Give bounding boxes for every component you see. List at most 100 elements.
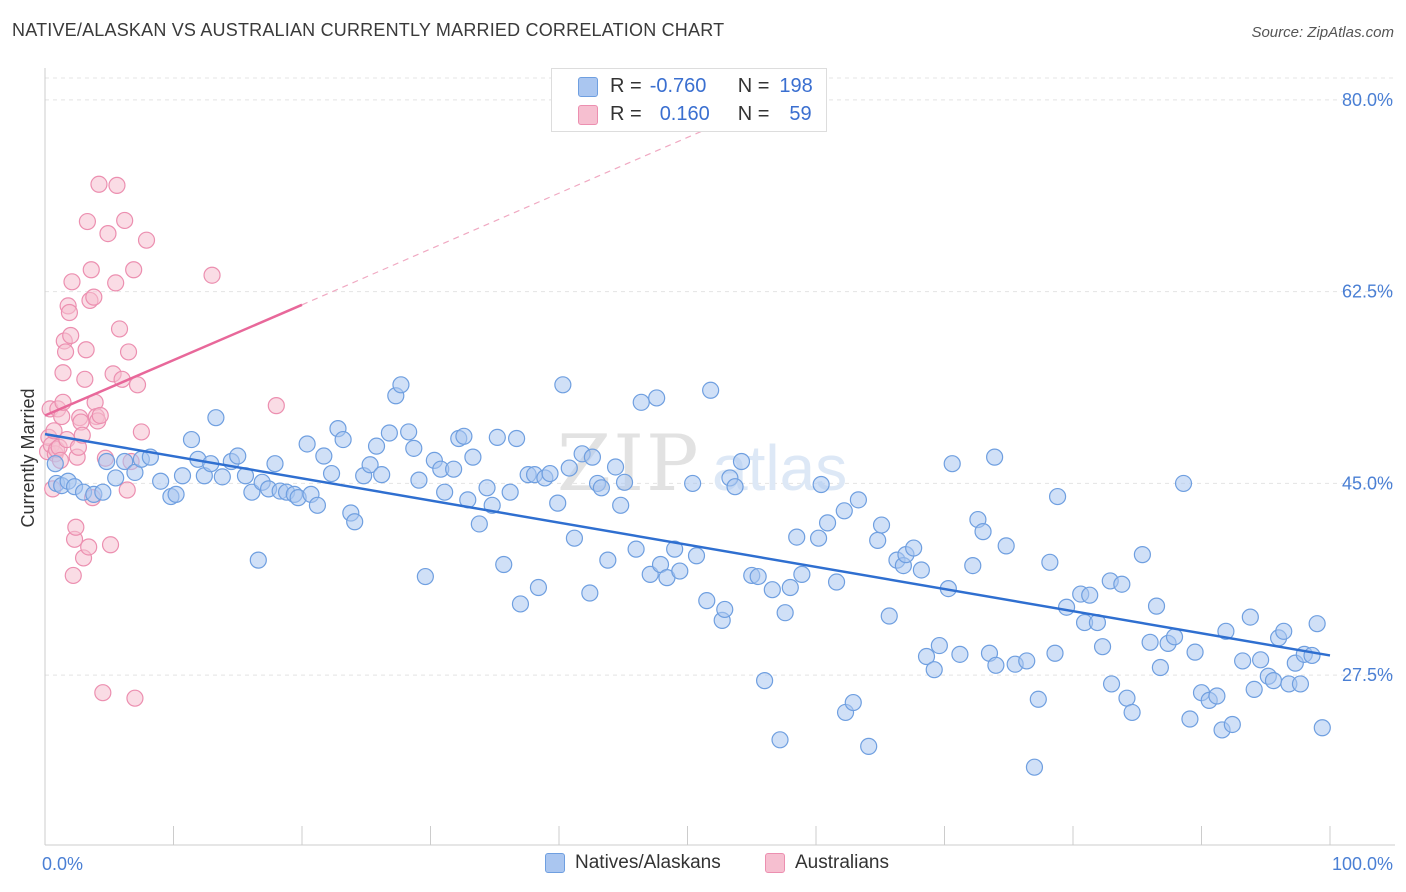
native-point <box>1165 628 1184 646</box>
native-point <box>986 448 1004 466</box>
native-point <box>1234 652 1252 670</box>
native-point <box>1133 546 1151 564</box>
native-point <box>835 502 853 520</box>
australian-point <box>107 274 125 292</box>
native-point <box>592 479 611 497</box>
watermark-zip: ZIP <box>557 419 701 509</box>
legend-row-australians: R = 0.160 N = 59 <box>578 103 812 126</box>
native-point <box>367 437 386 455</box>
legend-item-natives: Natives/Alaskans <box>545 852 721 874</box>
australian-point <box>76 370 94 388</box>
native-point <box>844 693 862 712</box>
y-axis-title: Currently Married <box>18 388 38 527</box>
native-point <box>599 551 617 569</box>
native-point <box>1041 553 1059 571</box>
legend-r-label: R = <box>610 103 642 125</box>
native-point <box>1081 586 1099 604</box>
australians-trend-extension <box>301 125 714 306</box>
native-point <box>455 427 473 445</box>
australians-trend-line <box>44 303 303 417</box>
native-point <box>732 452 751 471</box>
native-point <box>788 528 806 546</box>
x-tick-label: 100.0% <box>1332 854 1393 874</box>
native-point <box>1291 675 1310 693</box>
grid-lines <box>45 77 1395 676</box>
native-point <box>116 452 134 471</box>
native-point <box>627 540 645 558</box>
native-point <box>925 661 943 679</box>
australian-point <box>119 343 138 361</box>
native-point <box>648 389 666 407</box>
legend-item-australians: Australians <box>765 852 889 874</box>
native-point <box>1208 687 1226 705</box>
native-point <box>249 551 267 569</box>
legend-swatch-pink <box>765 853 785 873</box>
native-point <box>1029 690 1047 708</box>
legend-r-value: 0.160 <box>659 103 710 125</box>
native-point <box>1118 689 1136 707</box>
native-point <box>687 547 706 565</box>
australian-point <box>63 273 81 291</box>
native-point <box>565 529 584 547</box>
y-tick-label: 45.0% <box>1342 473 1393 493</box>
native-point <box>1018 652 1036 670</box>
native-point <box>583 448 602 466</box>
native-point <box>987 656 1005 674</box>
native-point <box>107 469 125 487</box>
native-point <box>488 428 506 446</box>
native-point <box>400 423 418 441</box>
native-point <box>549 494 567 512</box>
native-point <box>951 645 969 663</box>
native-point <box>308 496 327 514</box>
native-point <box>1102 675 1121 693</box>
native-point <box>392 376 410 394</box>
native-point <box>702 381 720 399</box>
native-point <box>1264 672 1283 690</box>
native-point <box>809 529 828 547</box>
australian-point <box>101 536 120 554</box>
native-point <box>755 672 774 690</box>
australian-point <box>94 684 112 702</box>
native-point <box>615 473 634 491</box>
australian-point <box>118 481 136 499</box>
native-point <box>1141 633 1159 651</box>
legend-swatch-blue <box>578 76 598 97</box>
native-point <box>501 483 519 501</box>
legend-row-natives: R = -0.760 N = 198 <box>578 75 813 98</box>
australian-point <box>78 212 97 231</box>
australian-point <box>60 303 79 322</box>
natives-trend-line <box>44 432 1331 657</box>
native-point <box>1308 615 1326 633</box>
australian-point <box>108 176 126 194</box>
native-point <box>1025 758 1044 776</box>
native-point <box>1275 622 1293 640</box>
native-point <box>1093 638 1112 656</box>
native-point <box>554 376 572 394</box>
native-point <box>869 531 887 549</box>
native-point <box>726 478 744 496</box>
native-point <box>322 464 341 483</box>
native-point <box>612 496 630 514</box>
australian-point <box>80 538 98 556</box>
native-point <box>1303 646 1321 665</box>
native-point <box>827 573 846 591</box>
legend-swatch-pink <box>578 104 598 125</box>
native-point <box>436 483 454 501</box>
australian-point <box>99 224 117 243</box>
y-tick-label: 80.0% <box>1342 90 1393 110</box>
native-point <box>943 455 961 473</box>
australian-point <box>82 261 100 279</box>
native-point <box>1223 715 1241 734</box>
native-point <box>1147 597 1166 615</box>
native-point <box>1113 575 1131 593</box>
legend-r-value: -0.760 <box>649 75 707 97</box>
native-point <box>346 513 364 531</box>
natives-points <box>46 376 1331 776</box>
australian-point <box>90 175 108 193</box>
native-point <box>1174 474 1193 493</box>
australian-point <box>56 343 75 361</box>
legend-r-label: R = <box>610 75 642 97</box>
legend-swatch-blue <box>545 853 565 873</box>
legend-n-label: N = <box>737 103 770 125</box>
